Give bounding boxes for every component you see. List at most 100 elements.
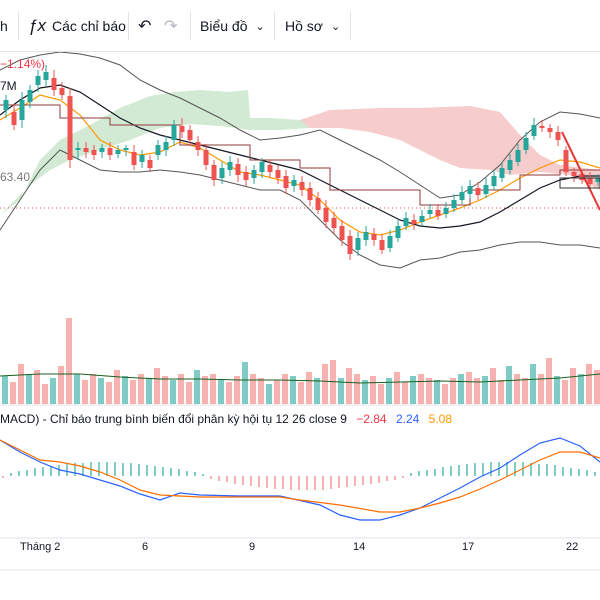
volume-bar [282, 374, 288, 404]
candle-body [467, 186, 473, 194]
volume-bar [314, 378, 320, 404]
volume-bar [578, 374, 584, 404]
moving-average-black [0, 84, 600, 229]
volume-bar [506, 366, 512, 404]
chart-canvas[interactable] [0, 52, 600, 600]
candle-body [19, 100, 25, 120]
undo-button[interactable]: ↶ [138, 13, 151, 39]
volume-bar [122, 376, 128, 404]
macd-histogram-bar [154, 466, 156, 476]
chart-menu-button[interactable]: Biểu đồ ⌄ [200, 13, 265, 39]
bollinger-upper [0, 52, 600, 199]
volume-bar [562, 380, 568, 404]
volume-bars [2, 318, 600, 404]
volume-bar [274, 380, 280, 404]
candle-body [91, 150, 97, 155]
macd-histogram-bar [538, 464, 540, 476]
candle-body [587, 178, 593, 184]
volume-bar [570, 368, 576, 404]
volume-bar [522, 378, 528, 404]
indicators-label: Các chỉ báo [51, 18, 126, 34]
volume-bar [218, 380, 224, 404]
macd-histogram-bar [258, 476, 260, 487]
macd-histogram-bar [210, 476, 212, 479]
chevron-down-icon: ⌄ [330, 20, 341, 33]
candle-body [371, 234, 377, 240]
macd-histogram-bar [362, 476, 364, 485]
macd-histogram-bar [426, 470, 428, 476]
macd-histogram-bar [50, 466, 52, 476]
candle-body [331, 218, 337, 228]
candle-body [579, 174, 585, 180]
macd-histogram-bar [306, 476, 308, 490]
candle-body [27, 90, 33, 102]
macd-legend[interactable]: MACD) - Chỉ báo trung bình biến đổi phân… [0, 412, 452, 426]
macd-histogram-bar [466, 464, 468, 476]
candle-body [123, 148, 129, 150]
profile-menu-button[interactable]: Hồ sơ ⌄ [285, 13, 340, 39]
candle-body [107, 148, 113, 155]
undo-icon: ↶ [138, 18, 152, 35]
candle-body [115, 150, 121, 154]
volume-text: 7M [0, 79, 17, 93]
x-axis-label: 22 [566, 541, 579, 553]
macd-histogram-bar [186, 471, 188, 476]
candle-body [43, 72, 49, 80]
macd-histogram-bar [570, 468, 572, 476]
macd-histogram-bar [418, 471, 420, 476]
macd-histogram-bar [146, 465, 148, 476]
macd-histogram-bar [82, 463, 84, 476]
macd-histogram-bar [266, 476, 268, 488]
indicators-button[interactable]: ƒx Các chỉ báo [28, 13, 126, 39]
candle-body [283, 176, 289, 188]
interval-button[interactable]: h [0, 13, 8, 39]
chevron-down-icon: ⌄ [255, 20, 265, 33]
candle-body [171, 125, 177, 140]
candle-body [555, 132, 561, 140]
candle-body [299, 182, 305, 190]
volume-bar [418, 374, 424, 404]
candle-body [307, 188, 313, 200]
candle-body [187, 130, 193, 140]
macd-histogram-bar [562, 467, 564, 476]
macd-histogram-bar [226, 476, 228, 482]
volume-bar [26, 374, 32, 404]
volume-bar [426, 378, 432, 404]
macd-histogram-bar [402, 476, 404, 478]
volume-bar [82, 380, 88, 404]
volume-bar [170, 380, 176, 404]
candle-body [339, 226, 345, 240]
macd-histogram-bar [162, 467, 164, 476]
candle-body [507, 160, 513, 170]
candle-body [147, 160, 153, 168]
macd-histogram-bar [410, 473, 412, 476]
volume-bar [90, 374, 96, 404]
volume-bar [42, 384, 48, 404]
macd-histogram-bar [330, 476, 332, 489]
macd-histogram-bar [450, 466, 452, 476]
macd-histogram-bar [346, 476, 348, 487]
macd-histogram-bar [554, 465, 556, 476]
macd-histogram-bar [18, 471, 20, 476]
macd-histogram-bar [386, 476, 388, 481]
macd-histogram-bar [74, 463, 76, 476]
volume-bar [434, 380, 440, 404]
macd-histogram-bar [170, 468, 172, 476]
macd-line [0, 437, 600, 521]
volume-bar [154, 368, 160, 404]
interval-label: h [0, 18, 8, 34]
macd-histogram-bar [290, 476, 292, 490]
volume-bar [106, 382, 112, 404]
ichimoku-cloud-bullish [0, 90, 310, 215]
candle-body [179, 126, 185, 132]
candle-body [259, 162, 265, 172]
macd-histogram-bar [106, 462, 108, 476]
redo-button[interactable]: ↷ [164, 13, 177, 39]
volume-moving-average [0, 373, 600, 384]
candle-body [459, 192, 465, 200]
candle-body [411, 220, 417, 224]
volume-bar [370, 376, 376, 404]
volume-bar [354, 374, 360, 404]
macd-histogram-bar [114, 462, 116, 476]
volume-bar [98, 378, 104, 404]
